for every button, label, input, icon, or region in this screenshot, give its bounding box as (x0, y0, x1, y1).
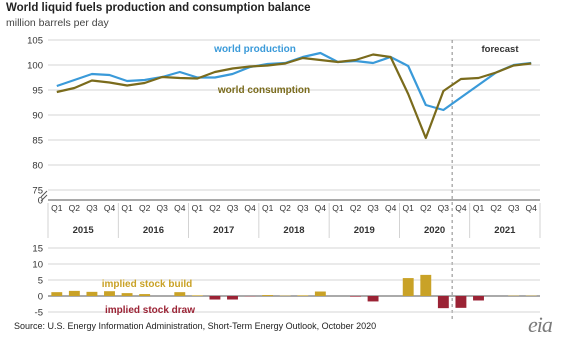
x-tick-year: 2016 (143, 225, 164, 236)
chart-title: World liquid fuels production and consum… (6, 2, 311, 14)
bar-stock-build (51, 292, 63, 296)
label-implied-stock-draw: implied stock draw (105, 305, 195, 316)
bar-y-tick-label: -5 (35, 308, 43, 319)
bar-stock-draw (367, 296, 379, 302)
source-note: Source: U.S. Energy Information Administ… (14, 321, 377, 331)
y-tick-label: 0 (38, 196, 43, 207)
bar-stock-build (420, 274, 432, 296)
series-labels: world production world consumption (213, 44, 310, 96)
x-tick-quarter: Q3 (297, 203, 309, 213)
bar-stock-build (402, 278, 414, 296)
x-tick-quarter: Q3 (86, 203, 98, 213)
bar-stock-build (68, 290, 80, 296)
x-tick-year: 2021 (494, 225, 516, 236)
x-tick-quarter: Q1 (192, 203, 204, 213)
x-tick-quarter: Q4 (315, 203, 327, 213)
top-y-ticks: 075 80 85 90 95 100 105 (27, 36, 48, 207)
bar-y-tick-label: 10 (32, 260, 43, 271)
bar-stock-draw (350, 296, 361, 297)
bar-stock-draw (473, 296, 484, 301)
bar-y-tick-label: 5 (38, 276, 43, 287)
bar-stock-build (262, 295, 274, 296)
x-tick-quarter: Q2 (490, 203, 502, 213)
y-tick-label: 85 (32, 136, 43, 147)
x-tick-quarter: Q2 (69, 203, 81, 213)
x-tick-quarter: Q1 (51, 203, 63, 213)
x-axis: Q1 Q2 Q3 Q4 Q1 Q2 Q3 Q4 Q1 Q2 Q3 Q4 Q1 Q2 Q3 Q4 Q1 Q2 Q3 Q4… (47, 203, 541, 238)
x-tick-year: 2017 (213, 225, 234, 236)
x-tick-quarter: Q1 (473, 203, 485, 213)
x-tick-quarter: Q4 (104, 203, 116, 213)
y-tick-label: 80 (32, 161, 43, 172)
bar-stock-build (314, 291, 326, 296)
x-tick-year: 2018 (283, 225, 304, 236)
x-tick-year: 2019 (354, 225, 375, 236)
y-tick-label: 75 (32, 186, 43, 197)
y-tick-label: 95 (32, 86, 43, 97)
top-gridlines (48, 39, 540, 201)
x-tick-quarter: Q1 (332, 203, 344, 213)
x-tick-quarter: Q1 (121, 203, 133, 213)
forecast-region: forecast (451, 40, 520, 320)
bar-stock-build (139, 294, 151, 296)
x-tick-quarter: Q2 (209, 203, 221, 213)
x-tick-quarter: Q4 (174, 203, 186, 213)
bar-stock-draw (227, 296, 238, 300)
bar-stock-draw (437, 296, 449, 309)
eia-logo: eia (528, 312, 553, 337)
series-line-consumption (56, 53, 532, 140)
label-world-consumption: world consumption (217, 85, 310, 96)
x-tick-quarter: Q4 (385, 203, 397, 213)
x-tick-quarter: Q4 (244, 203, 256, 213)
bar-stock-draw (209, 296, 221, 300)
label-implied-stock-build: implied stock build (102, 279, 193, 290)
x-tick-quarter: Q3 (227, 203, 239, 213)
x-tick-quarter: Q2 (420, 203, 432, 213)
bar-stock-build (174, 292, 186, 296)
x-tick-quarter: Q4 (455, 203, 467, 213)
bar-stock-build (86, 291, 98, 296)
axis-break-mark (40, 190, 48, 202)
x-tick-quarter: Q3 (157, 203, 169, 213)
bar-y-tick-label: 15 (32, 244, 43, 255)
line-series (56, 51, 532, 140)
x-tick-quarter: Q3 (508, 203, 520, 213)
x-tick-quarter: Q2 (139, 203, 151, 213)
bar-stock-build (104, 291, 115, 296)
x-tick-quarter: Q1 (403, 203, 415, 213)
x-tick-quarter: Q3 (367, 203, 379, 213)
forecast-label: forecast (482, 44, 520, 55)
x-tick-year: 2015 (73, 225, 95, 236)
bottom-bar-chart: -5 0 5 10 15 implied stock build implied stock… (32, 244, 540, 319)
bar-stock-build (191, 295, 203, 296)
bar-stock-draw (455, 296, 467, 308)
x-tick-quarter: Q3 (438, 203, 450, 213)
x-tick-quarter: Q2 (280, 203, 292, 213)
y-tick-label: 100 (27, 61, 43, 72)
y-tick-label: 90 (32, 111, 43, 122)
chart-subtitle: million barrels per day (6, 17, 109, 29)
bar-stock-build (297, 295, 309, 296)
bar-stock-build (121, 293, 133, 296)
x-tick-quarter: Q4 (526, 203, 538, 213)
bar-y-tick-label: 0 (38, 292, 43, 303)
x-tick-quarter: Q1 (262, 203, 274, 213)
y-tick-label: 105 (27, 36, 43, 47)
x-tick-year: 2020 (424, 225, 445, 236)
label-world-production: world production (213, 44, 296, 55)
x-tick-quarter: Q2 (350, 203, 362, 213)
